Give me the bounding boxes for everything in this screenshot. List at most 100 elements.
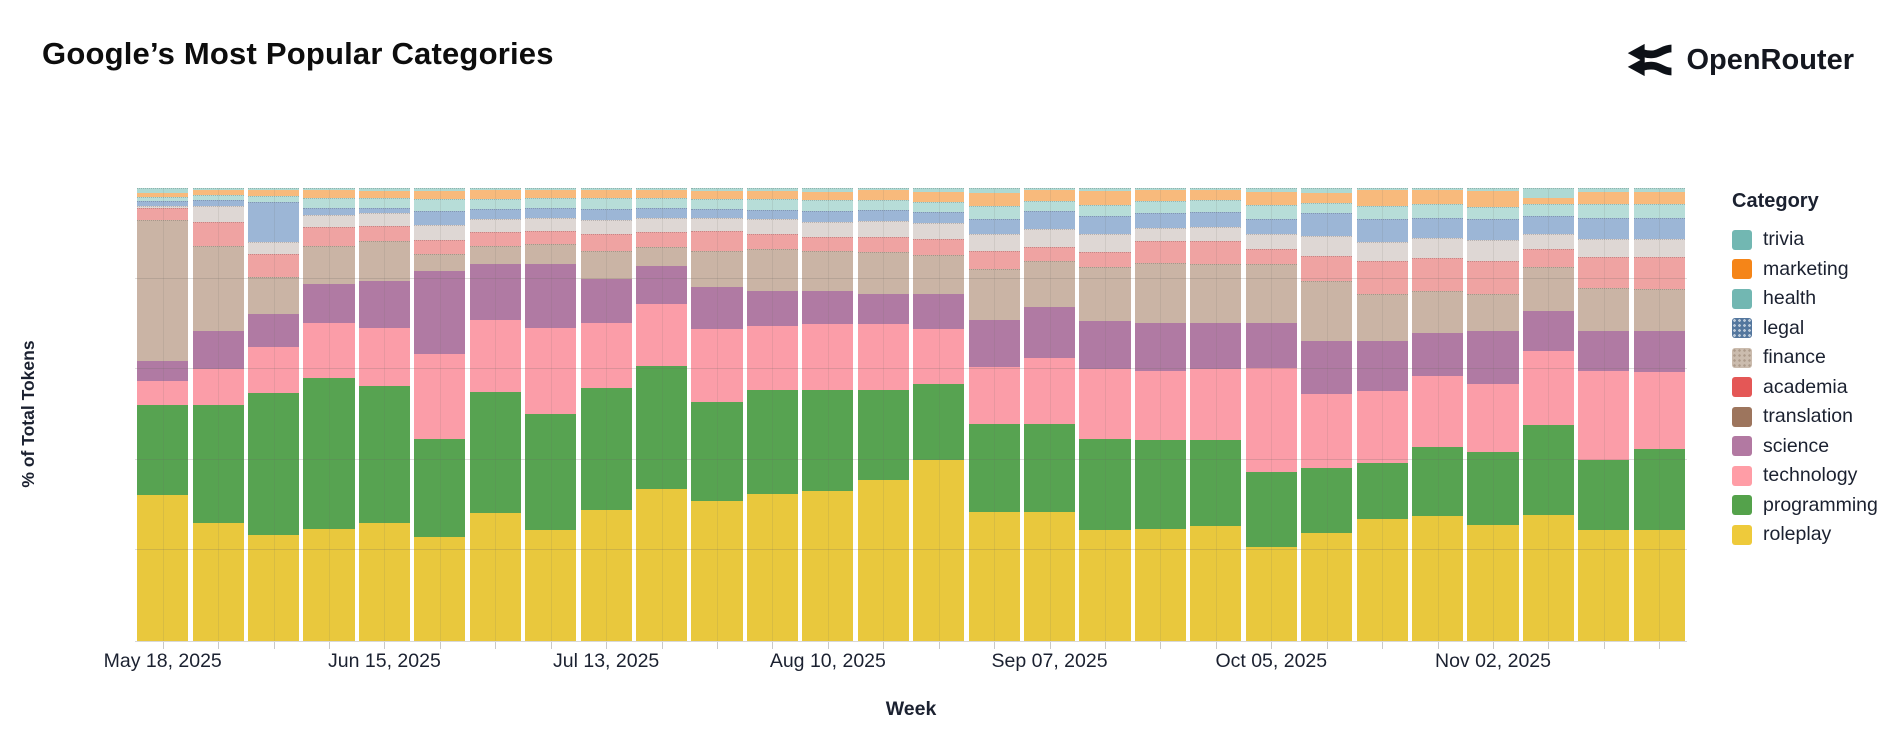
legend-item-science[interactable]: science (1732, 432, 1882, 462)
segment-science[interactable] (1079, 320, 1131, 369)
segment-health[interactable] (1633, 204, 1685, 218)
segment-technology[interactable] (1023, 357, 1076, 425)
segment-health[interactable] (1134, 201, 1187, 213)
segment-health[interactable] (1467, 207, 1519, 220)
segment-finance[interactable] (1245, 233, 1297, 250)
segment-marketing[interactable] (1301, 192, 1353, 204)
segment-legal[interactable] (802, 211, 854, 222)
segment-finance[interactable] (1023, 229, 1076, 248)
segment-technology[interactable] (1079, 368, 1131, 439)
segment-trivia[interactable] (137, 188, 189, 193)
segment-programming[interactable] (635, 365, 688, 489)
segment-technology[interactable] (1301, 393, 1353, 469)
segment-academia[interactable] (1079, 252, 1131, 268)
segment-technology[interactable] (913, 329, 965, 385)
segment-science[interactable] (1411, 332, 1464, 377)
segment-marketing[interactable] (580, 190, 632, 198)
segment-academia[interactable] (192, 221, 244, 247)
segment-programming[interactable] (247, 393, 300, 535)
segment-health[interactable] (358, 198, 411, 208)
segment-finance[interactable] (857, 221, 909, 237)
segment-roleplay[interactable] (1134, 528, 1187, 641)
segment-legal[interactable] (857, 210, 909, 222)
segment-roleplay[interactable] (1356, 518, 1408, 641)
segment-health[interactable] (1578, 204, 1630, 218)
segment-roleplay[interactable] (635, 488, 688, 641)
segment-health[interactable] (1522, 203, 1575, 216)
legend-item-marketing[interactable]: marketing (1732, 255, 1882, 285)
segment-academia[interactable] (1245, 249, 1297, 265)
segment-academia[interactable] (1134, 241, 1187, 263)
segment-marketing[interactable] (1245, 192, 1297, 205)
legend-item-technology[interactable]: technology (1732, 461, 1882, 491)
segment-marketing[interactable] (913, 191, 965, 202)
segment-technology[interactable] (802, 323, 854, 391)
segment-translation[interactable] (968, 269, 1020, 320)
segment-technology[interactable] (1134, 370, 1187, 441)
segment-marketing[interactable] (1190, 190, 1242, 201)
segment-health[interactable] (802, 200, 854, 212)
segment-academia[interactable] (580, 234, 632, 252)
segment-roleplay[interactable] (525, 530, 577, 641)
segment-translation[interactable] (358, 241, 411, 282)
segment-marketing[interactable] (857, 190, 909, 201)
segment-programming[interactable] (580, 387, 632, 510)
segment-technology[interactable] (1578, 370, 1630, 461)
legend-item-academia[interactable]: academia (1732, 373, 1882, 403)
segment-translation[interactable] (137, 220, 189, 361)
bar-week-jul-13[interactable] (580, 188, 632, 641)
segment-translation[interactable] (1079, 267, 1131, 321)
segment-technology[interactable] (635, 304, 688, 366)
segment-roleplay[interactable] (802, 491, 854, 641)
segment-marketing[interactable] (746, 191, 799, 200)
segment-roleplay[interactable] (137, 495, 189, 641)
segment-legal[interactable] (1356, 219, 1408, 242)
segment-translation[interactable] (1356, 293, 1408, 341)
segment-technology[interactable] (192, 368, 244, 405)
segment-programming[interactable] (1301, 468, 1353, 534)
segment-science[interactable] (1134, 322, 1187, 371)
segment-translation[interactable] (746, 249, 799, 291)
segment-academia[interactable] (414, 240, 466, 255)
bar-week-jul-20[interactable] (635, 188, 688, 641)
segment-translation[interactable] (303, 245, 355, 284)
segment-translation[interactable] (580, 251, 632, 280)
segment-marketing[interactable] (414, 190, 466, 200)
segment-finance[interactable] (635, 217, 688, 233)
segment-marketing[interactable] (1578, 191, 1630, 205)
segment-trivia[interactable] (580, 188, 632, 191)
segment-legal[interactable] (414, 211, 466, 225)
segment-programming[interactable] (802, 390, 854, 492)
segment-academia[interactable] (746, 234, 799, 250)
segment-translation[interactable] (1134, 262, 1187, 323)
segment-finance[interactable] (802, 221, 854, 237)
bar-week-aug-24[interactable] (913, 188, 965, 641)
segment-translation[interactable] (192, 246, 244, 331)
segment-academia[interactable] (469, 232, 521, 247)
segment-roleplay[interactable] (1301, 533, 1353, 641)
segment-programming[interactable] (1190, 440, 1242, 527)
segment-science[interactable] (691, 286, 743, 329)
segment-programming[interactable] (857, 390, 909, 480)
segment-science[interactable] (635, 265, 688, 304)
segment-academia[interactable] (1356, 260, 1408, 294)
segment-health[interactable] (247, 196, 300, 202)
segment-health[interactable] (525, 197, 577, 208)
segment-legal[interactable] (1301, 213, 1353, 236)
segment-technology[interactable] (746, 325, 799, 391)
segment-roleplay[interactable] (580, 509, 632, 641)
segment-trivia[interactable] (1467, 188, 1519, 192)
brand-logo[interactable]: OpenRouter (1627, 40, 1854, 80)
segment-academia[interactable] (857, 236, 909, 253)
segment-science[interactable] (746, 290, 799, 326)
segment-trivia[interactable] (1245, 188, 1297, 193)
segment-technology[interactable] (358, 328, 411, 387)
segment-marketing[interactable] (691, 191, 743, 199)
bar-week-oct-26[interactable] (1411, 188, 1464, 641)
segment-science[interactable] (192, 330, 244, 369)
segment-marketing[interactable] (1411, 190, 1464, 205)
segment-programming[interactable] (1134, 440, 1187, 529)
bar-week-oct-12[interactable] (1301, 188, 1353, 641)
segment-health[interactable] (968, 205, 1020, 220)
segment-roleplay[interactable] (247, 534, 300, 641)
